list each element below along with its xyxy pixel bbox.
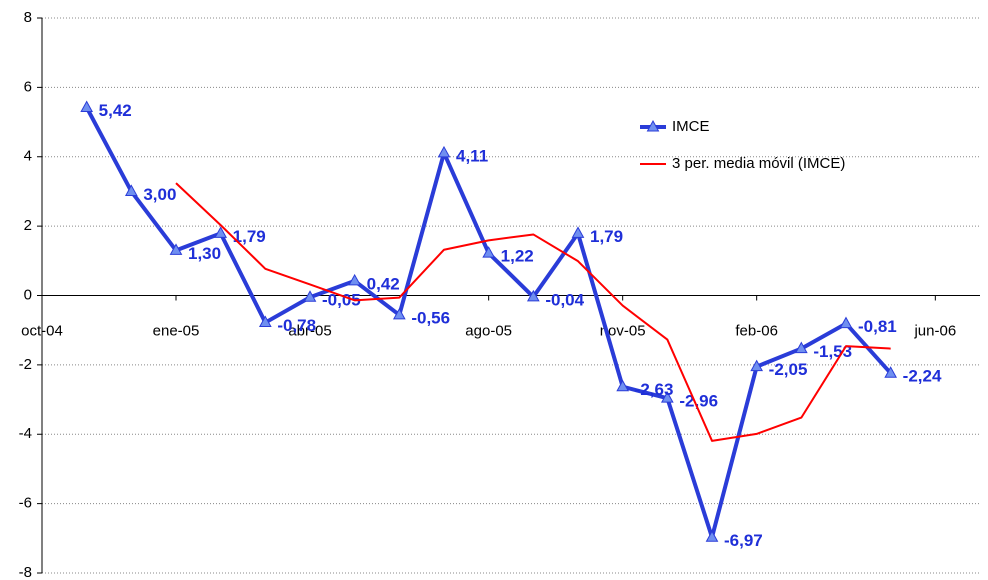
data-label: -0,56 [411, 308, 450, 327]
data-label: 5,42 [99, 101, 132, 120]
series-line [175, 182, 891, 442]
data-label: 1,30 [188, 244, 221, 263]
y-tick-label: 8 [24, 9, 32, 26]
marker [303, 290, 317, 302]
data-label: -0,81 [858, 317, 897, 336]
y-tick-label: -4 [19, 425, 32, 442]
marker [750, 359, 764, 372]
marker [705, 530, 719, 542]
data-label: 1,79 [590, 227, 623, 246]
marker [482, 246, 496, 258]
x-tick-label: nov-05 [600, 322, 646, 339]
data-label: 3,00 [143, 185, 176, 204]
marker [794, 341, 808, 354]
y-tick-label: 0 [24, 286, 32, 303]
data-label: -1,53 [813, 342, 852, 361]
marker [839, 316, 853, 329]
legend-label: 3 per. media móvil (IMCE) [672, 155, 845, 172]
data-label: -2,63 [635, 380, 674, 399]
y-tick-label: 4 [24, 148, 32, 165]
data-label: -6,97 [724, 531, 763, 550]
marker [660, 391, 674, 403]
data-label: -0,04 [545, 290, 584, 309]
y-tick-label: -6 [19, 495, 32, 512]
x-tick-label: abr-05 [288, 322, 331, 339]
marker [258, 315, 272, 328]
y-tick-label: -8 [19, 564, 32, 580]
data-label: 0,42 [367, 274, 400, 293]
x-tick-label: feb-06 [735, 322, 778, 339]
x-tick-label: oct-04 [21, 322, 63, 339]
data-label: -2,05 [769, 360, 808, 379]
x-tick-label: ago-05 [465, 322, 512, 339]
y-tick-label: 6 [24, 78, 32, 95]
data-label: -2,24 [903, 367, 942, 386]
y-tick-label: 2 [24, 217, 32, 234]
marker [437, 145, 451, 158]
data-label: -0,05 [322, 291, 361, 310]
legend-marker [646, 119, 660, 132]
data-label: 4,11 [456, 146, 488, 165]
data-label: 1,22 [501, 247, 534, 266]
marker [616, 379, 630, 392]
legend-label: IMCE [672, 118, 710, 135]
marker [348, 273, 362, 286]
x-tick-label: ene-05 [153, 322, 200, 339]
marker [392, 307, 406, 320]
marker [526, 289, 540, 302]
marker [169, 243, 183, 255]
marker [214, 226, 228, 238]
marker [80, 100, 94, 112]
data-label: -0,78 [277, 316, 316, 335]
x-tick-label: jun-06 [913, 322, 956, 339]
y-tick-label: -2 [19, 356, 32, 373]
data-label: -2,96 [679, 392, 718, 411]
marker [571, 226, 585, 238]
marker [124, 184, 138, 196]
data-label: 1,79 [233, 227, 266, 246]
marker [884, 366, 898, 378]
